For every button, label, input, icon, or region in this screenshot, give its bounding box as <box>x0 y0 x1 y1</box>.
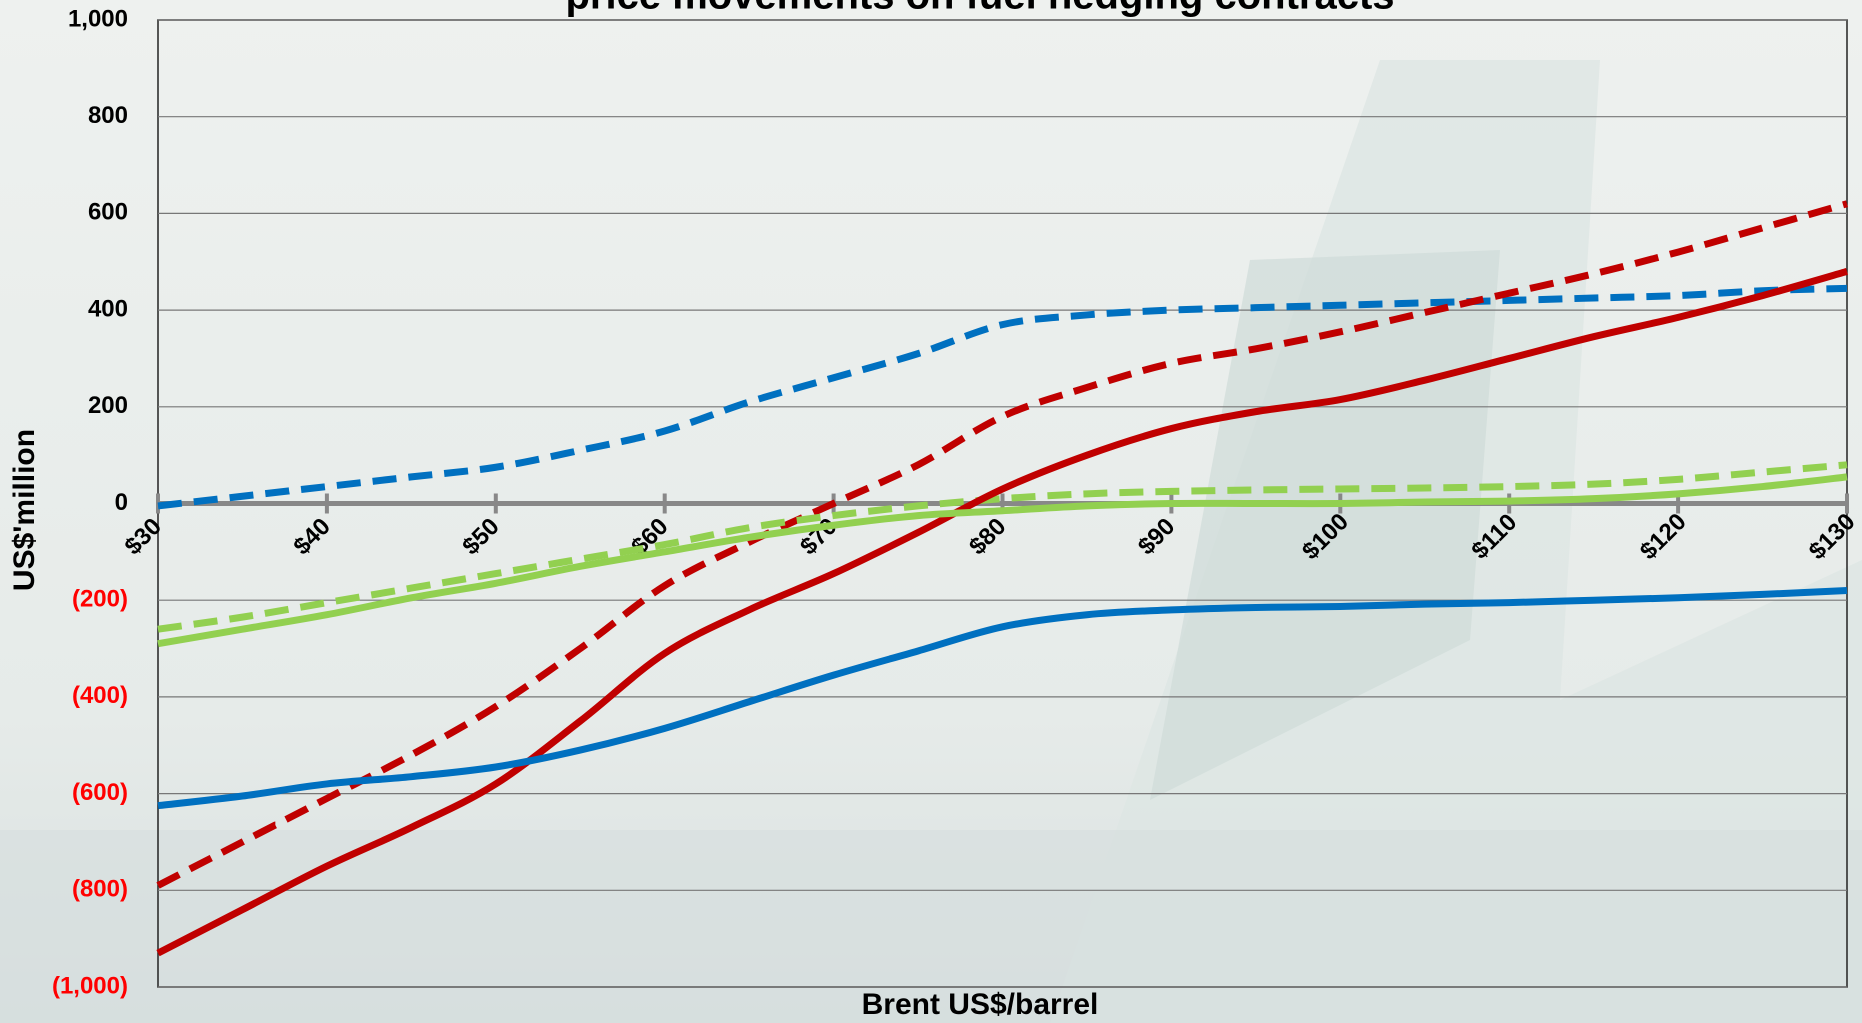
y-tick-label: 0 <box>115 489 128 516</box>
y-tick-label: 600 <box>88 199 128 226</box>
y-tick-label: 200 <box>88 392 128 419</box>
y-tick-label: 800 <box>88 102 128 129</box>
fuselage <box>0 830 1862 1023</box>
y-tick-label: (400) <box>72 682 128 709</box>
y-axis-label: US$'million <box>8 429 41 591</box>
series-line <box>157 284 1848 510</box>
y-tick-label: (200) <box>72 586 128 613</box>
y-tick-label: 1,000 <box>68 5 128 32</box>
series-line <box>157 587 1848 810</box>
series-line <box>157 461 1848 633</box>
chart-title: price movements on fuel hedging contract… <box>565 0 1394 18</box>
y-tick-label: (600) <box>72 779 128 806</box>
series-line <box>157 473 1848 648</box>
series-line <box>156 268 1848 957</box>
y-tick-label: (1,000) <box>52 972 128 999</box>
y-tick-label: 400 <box>88 295 128 322</box>
y-tick-label: (800) <box>72 876 128 903</box>
x-axis-label: Brent US$/barrel <box>862 988 1099 1021</box>
tail-stripe <box>1150 250 1500 800</box>
series-line <box>156 200 1848 889</box>
